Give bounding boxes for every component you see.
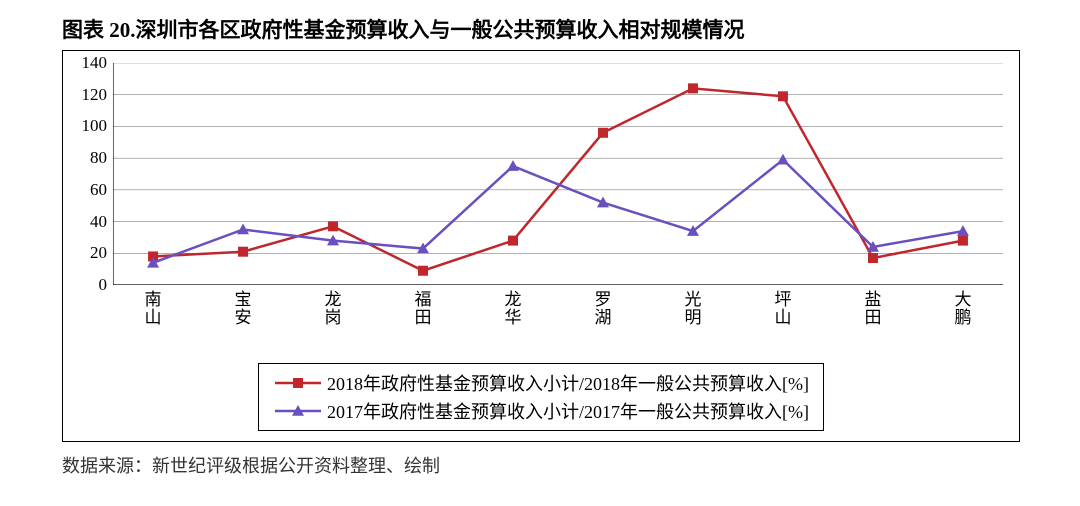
- x-tick-label: 南 山: [145, 285, 162, 327]
- y-tick-label: 100: [82, 116, 114, 136]
- y-tick-label: 40: [90, 212, 113, 232]
- x-tick-label: 大 鹏: [954, 285, 971, 327]
- x-tick-label: 光 明: [684, 285, 701, 327]
- y-tick-label: 0: [99, 275, 114, 295]
- y-tick-label: 60: [90, 180, 113, 200]
- chart-container: 0 20 40 60 80 100 120 140 南 山 宝 安 龙 岗 福 田 龙 华 罗 湖 光 明 坪…: [62, 50, 1020, 442]
- y-tick-label: 80: [90, 148, 113, 168]
- legend-item-2018: 2018年政府性基金预算收入小计/2018年一般公共预算收入[%]: [273, 370, 809, 396]
- legend-label-2017: 2017年政府性基金预算收入小计/2017年一般公共预算收入[%]: [327, 398, 809, 424]
- plot-svg: [113, 63, 1003, 285]
- x-tick-label: 龙 岗: [325, 285, 342, 327]
- x-tick-label: 宝 安: [235, 285, 252, 327]
- x-tick-label: 盐 田: [864, 285, 881, 327]
- x-tick-label: 坪 山: [774, 285, 791, 327]
- chart-title: 图表 20.深圳市各区政府性基金预算收入与一般公共预算收入相对规模情况: [62, 14, 745, 44]
- legend-swatch-2017: [273, 401, 323, 421]
- legend-swatch-2018: [273, 373, 323, 393]
- y-tick-label: 20: [90, 243, 113, 263]
- legend-item-2017: 2017年政府性基金预算收入小计/2017年一般公共预算收入[%]: [273, 398, 809, 424]
- legend-label-2018: 2018年政府性基金预算收入小计/2018年一般公共预算收入[%]: [327, 370, 809, 396]
- x-tick-label: 龙 华: [505, 285, 522, 327]
- y-tick-label: 140: [82, 53, 114, 73]
- source-text: 数据来源：新世纪评级根据公开资料整理、绘制: [62, 452, 440, 478]
- plot-area: 020406080100120140南 山宝 安龙 岗福 田龙 华罗 湖光 明坪…: [113, 63, 1003, 285]
- x-tick-label: 罗 湖: [594, 285, 611, 327]
- y-tick-label: 120: [82, 85, 114, 105]
- legend: 2018年政府性基金预算收入小计/2018年一般公共预算收入[%] 2017年政…: [258, 363, 824, 431]
- x-tick-label: 福 田: [415, 285, 432, 327]
